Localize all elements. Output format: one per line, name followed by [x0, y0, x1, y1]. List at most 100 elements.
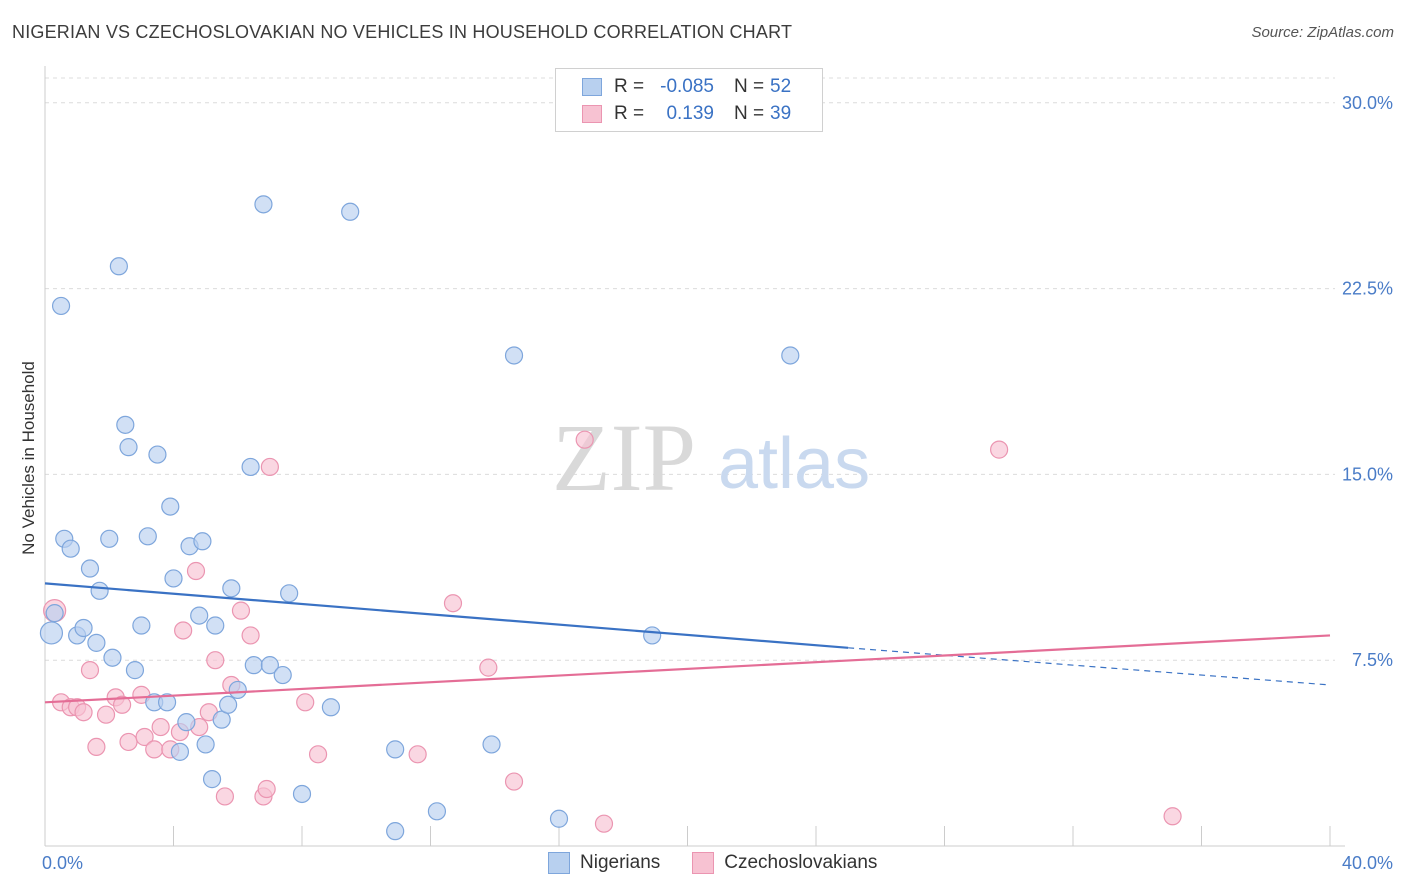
nigerian-point	[164, 569, 183, 588]
x-tick-label-min: 0.0%	[42, 853, 83, 873]
legend-row-nigerians: R = -0.085 N = 52	[556, 74, 791, 100]
nigerian-point	[280, 584, 299, 603]
czechoslovakian-point	[112, 695, 132, 714]
legend-item-czechoslovakians[interactable]: Czechoslovakians	[692, 852, 877, 874]
nigerian-point	[61, 539, 80, 558]
czechoslovakian-point	[296, 693, 315, 712]
czechoslovakian-point	[186, 561, 206, 581]
czechoslovakian-point	[215, 787, 234, 806]
source-label: Source: ZipAtlas.com	[1251, 24, 1394, 41]
nigerian-point	[244, 656, 263, 675]
nigerian-point	[138, 527, 157, 546]
nigerian-point	[170, 742, 190, 761]
czechoslovakian-point	[80, 661, 100, 680]
chart-title: NIGERIAN VS CZECHOSLOVAKIAN NO VEHICLES …	[12, 22, 793, 42]
legend-n-value: 52	[770, 76, 792, 97]
nigerians-swatch	[582, 78, 602, 96]
nigerians-trend-line	[44, 582, 849, 649]
czechoslovakian-point	[231, 601, 251, 620]
legend-r-value: -0.085	[660, 76, 714, 97]
czechoslovakian-point	[408, 745, 427, 764]
nigerian-point	[177, 713, 196, 732]
y-tick-label: 7.5%	[1352, 650, 1393, 670]
czechoslovakian-point	[135, 727, 154, 747]
nigerian-point	[427, 802, 447, 821]
nigerian-point	[292, 784, 312, 804]
czechoslovakian-point	[241, 626, 260, 645]
nigerian-point	[51, 296, 71, 316]
axis-layer: 7.5% 15.0% 22.5% 30.0% 0.0% 40.0%	[42, 66, 1393, 873]
nigerians-points	[39, 195, 800, 841]
x-tick-label-max: 40.0%	[1342, 853, 1393, 873]
czechoslovakian-point	[479, 658, 498, 677]
watermark: ZIP atlas	[552, 404, 870, 511]
nigerian-point	[273, 665, 292, 685]
nigerian-point	[643, 626, 662, 645]
nigerian-point	[219, 695, 238, 714]
grid-layer	[45, 77, 1335, 661]
nigerian-point	[341, 202, 360, 221]
nigerian-point	[260, 656, 279, 675]
czechoslovakian-point	[594, 814, 614, 833]
watermark-zip-text: ZIP	[552, 404, 696, 511]
nigerian-point	[132, 616, 151, 635]
czechoslovakian-point	[443, 594, 463, 613]
czechoslovakians-legend-swatch	[692, 852, 715, 874]
nigerian-point	[103, 648, 122, 667]
czechoslovakian-point	[174, 621, 193, 640]
czechoslovakian-point	[206, 651, 225, 670]
nigerians-trend-extension	[848, 647, 1331, 686]
nigerian-point	[254, 195, 273, 214]
legend-row-czechoslovakians: R = 0.139 N = 39	[556, 101, 791, 127]
nigerian-point	[321, 698, 341, 717]
czechoslovakian-point	[96, 705, 116, 724]
czechoslovakian-point	[260, 457, 279, 477]
nigerian-point	[386, 740, 405, 759]
legend-r-label: R =	[614, 103, 645, 124]
legend-item-nigerians[interactable]: Nigerians	[548, 852, 660, 874]
czechoslovakian-point	[990, 440, 1009, 459]
y-tick-label: 30.0%	[1342, 93, 1393, 113]
czechoslovakian-point	[87, 737, 106, 757]
czechoslovakians-swatch	[582, 105, 602, 123]
czechoslovakian-point	[1163, 807, 1182, 826]
nigerian-point	[222, 579, 241, 598]
nigerian-point	[482, 735, 501, 754]
nigerian-point	[100, 529, 119, 548]
nigerian-point	[781, 346, 800, 365]
czechoslovakian-point	[74, 703, 93, 722]
nigerian-point	[87, 633, 106, 652]
nigerian-point	[109, 257, 128, 276]
czechoslovakians-trend-line	[44, 634, 1331, 704]
czechoslovakian-point	[575, 430, 594, 449]
nigerian-point	[157, 693, 177, 712]
nigerian-point	[74, 618, 93, 638]
czechoslovakian-point	[308, 745, 328, 764]
nigerian-point	[39, 621, 64, 645]
nigerian-point	[161, 497, 180, 516]
nigerian-point	[80, 559, 100, 578]
czechoslovakian-point	[119, 732, 138, 752]
nigerian-point	[228, 680, 247, 700]
legend-n-value: 39	[770, 103, 792, 124]
legend-n-label: N =	[734, 76, 765, 97]
czechoslovakian-point	[504, 772, 524, 791]
nigerian-point	[45, 604, 64, 623]
nigerian-point	[90, 581, 109, 600]
legend-r-value: 0.139	[666, 103, 714, 124]
nigerian-point	[193, 532, 212, 551]
nigerian-point	[386, 822, 405, 841]
stats-legend: R = -0.085 N = 52 R = 0.139 N = 39	[555, 68, 823, 132]
nigerian-point	[116, 415, 135, 434]
series-legend: Nigerians Czechoslovakians	[548, 852, 909, 874]
watermark-atlas-text: atlas	[718, 424, 870, 504]
y-tick-label: 22.5%	[1342, 279, 1393, 299]
czechoslovakian-point	[145, 740, 164, 759]
nigerians-legend-swatch	[548, 852, 570, 874]
nigerian-point	[241, 457, 260, 477]
nigerian-point	[206, 616, 225, 635]
y-tick-label: 15.0%	[1342, 464, 1393, 484]
trend-lines	[44, 582, 1331, 704]
nigerians-legend-label: Nigerians	[580, 852, 661, 873]
